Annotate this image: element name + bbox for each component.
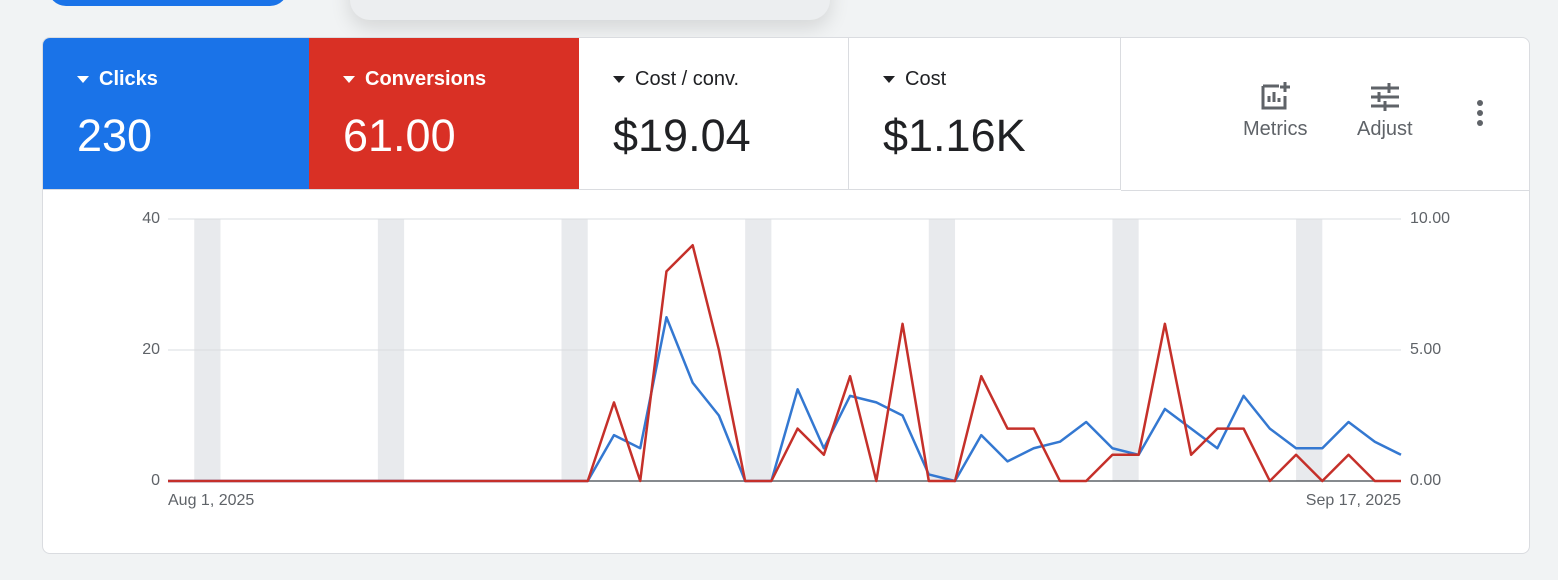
adjust-button[interactable]: Adjust xyxy=(1357,82,1413,141)
y2-tick-label: 5.00 xyxy=(1410,341,1441,358)
metric-value: 230 xyxy=(77,110,153,161)
metric-value: 61.00 xyxy=(343,110,456,161)
metric-name: Conversions xyxy=(343,68,486,91)
top-button[interactable] xyxy=(48,0,288,6)
metric-tile[interactable]: Conversions 61.00 xyxy=(309,38,579,190)
y2-tick-label: 0.00 xyxy=(1410,472,1441,489)
metrics-label: Metrics xyxy=(1243,118,1308,140)
x-tick-label: Aug 1, 2025 xyxy=(168,492,254,509)
metric-name: Cost / conv. xyxy=(613,68,739,91)
metric-value: $1.16K xyxy=(883,110,1026,161)
series-line xyxy=(168,243,1401,483)
adjust-icon xyxy=(1370,83,1399,111)
y-tick-label: 0 xyxy=(151,472,160,489)
y-tick-label: 40 xyxy=(142,210,160,227)
metric-tile[interactable]: Clicks 230 xyxy=(43,38,309,190)
toolbar: Metrics Adjust xyxy=(1121,38,1529,191)
more-menu[interactable] xyxy=(1476,100,1484,126)
y-tick-label: 20 xyxy=(142,341,160,358)
top-panel xyxy=(350,0,830,20)
metric-tile[interactable]: Cost / conv. $19.04 xyxy=(579,38,849,190)
adjust-label: Adjust xyxy=(1357,118,1413,140)
metric-name: Cost xyxy=(883,68,946,91)
metrics-button[interactable]: Metrics xyxy=(1243,82,1307,141)
metrics-icon xyxy=(1261,82,1291,110)
metric-tile[interactable]: Cost $1.16K xyxy=(849,38,1121,190)
performance-card: Clicks 230 Conversions 61.00 Cost / conv… xyxy=(42,37,1530,554)
x-tick-label: Sep 17, 2025 xyxy=(1306,492,1401,509)
metric-name: Clicks xyxy=(77,68,158,91)
metric-value: $19.04 xyxy=(613,110,751,161)
y2-tick-label: 10.00 xyxy=(1410,210,1450,227)
